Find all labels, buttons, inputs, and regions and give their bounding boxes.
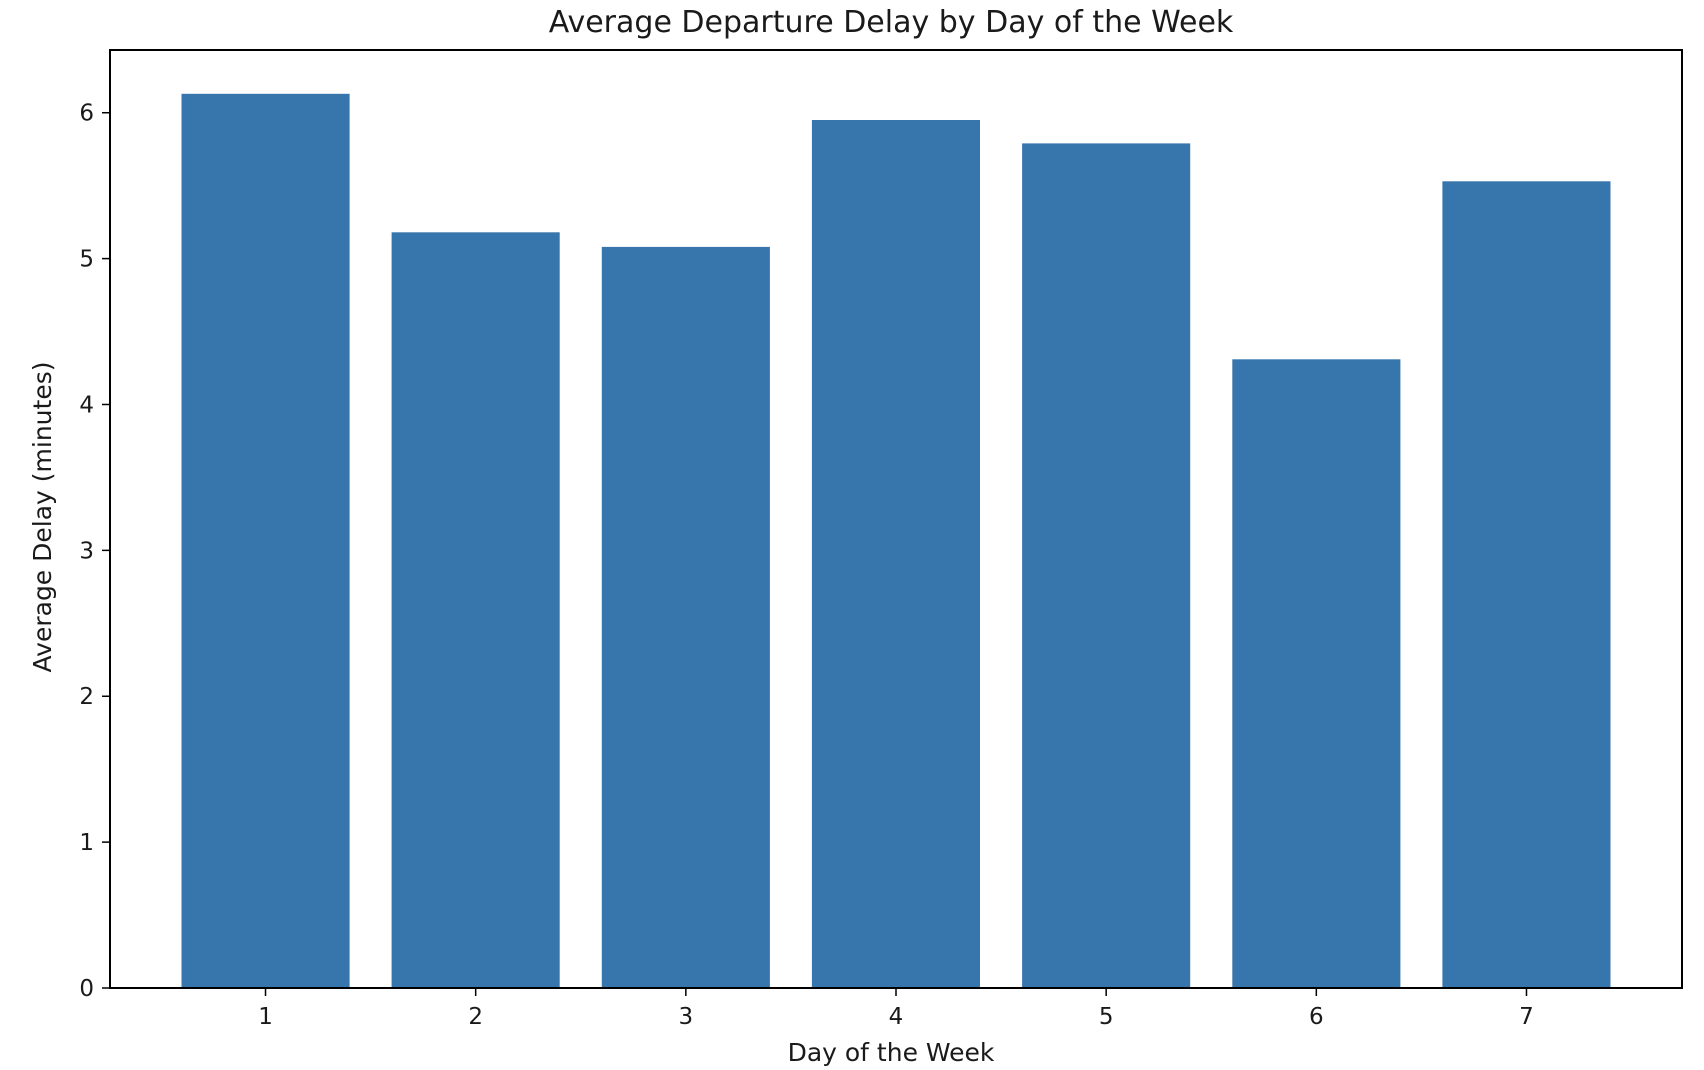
x-tick-label: 1 — [258, 1004, 273, 1030]
x-tick-label: 5 — [1099, 1004, 1114, 1030]
y-tick-label: 5 — [79, 247, 94, 273]
y-tick-label: 4 — [79, 392, 94, 418]
y-tick-label: 0 — [79, 976, 94, 1002]
y-axis-label: Average Delay (minutes) — [28, 362, 57, 673]
bar-2 — [391, 232, 560, 989]
y-tick-label: 3 — [79, 538, 94, 564]
x-axis-label: Day of the Week — [788, 1038, 995, 1067]
x-tick-label: 6 — [1309, 1004, 1324, 1030]
x-tick-label: 3 — [679, 1004, 694, 1030]
y-tick-label: 1 — [79, 830, 94, 856]
x-tick-label: 7 — [1519, 1004, 1534, 1030]
bar-1 — [181, 93, 350, 989]
bars-group — [181, 93, 1611, 989]
bar-6 — [1232, 359, 1401, 988]
x-axis-ticks: 1 2 3 4 5 6 7 — [258, 988, 1534, 1030]
bar-3 — [601, 246, 770, 988]
x-tick-label: 2 — [468, 1004, 483, 1030]
bar-4 — [811, 120, 980, 988]
plot-frame — [109, 49, 1683, 989]
bar-5 — [1022, 143, 1191, 988]
y-tick-label: 6 — [79, 101, 94, 127]
y-tick-label: 2 — [79, 684, 94, 710]
chart-title: Average Departure Delay by Day of the We… — [549, 5, 1234, 40]
y-axis-ticks: 0 1 2 3 4 5 6 — [79, 101, 110, 1002]
x-tick-label: 4 — [889, 1004, 904, 1030]
bar-7 — [1442, 181, 1611, 989]
